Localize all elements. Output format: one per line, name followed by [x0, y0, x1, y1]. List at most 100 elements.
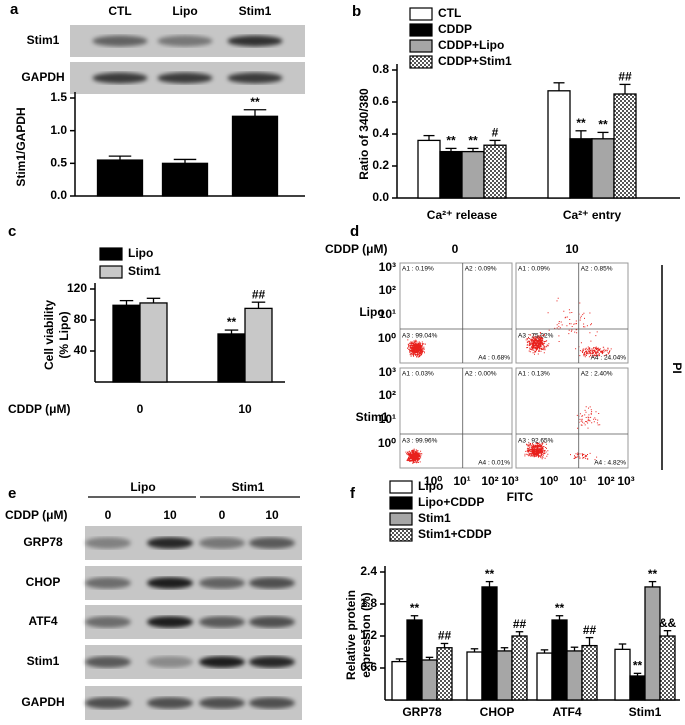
legend-label: Lipo: [128, 246, 153, 260]
band: [249, 697, 295, 709]
y-axis-label: Stim1/GAPDH: [14, 107, 28, 186]
y-tick-label: 1.0: [50, 123, 67, 137]
y-tick-label: 1.8: [360, 596, 377, 610]
y-axis-label: Ratio of 340/380: [357, 88, 371, 180]
x-tick-label: 10¹: [453, 474, 470, 488]
y-tick-label: 1.2: [360, 628, 377, 642]
annotation: **: [410, 601, 420, 615]
bar: [511, 635, 528, 701]
bar: [481, 586, 498, 701]
quadrant-label: A4 : 24.04%: [591, 355, 627, 362]
annotation: **: [648, 567, 658, 581]
quadrant-label: A2 : 2.40%: [581, 371, 613, 378]
y-tick-label: 0.0: [50, 188, 67, 202]
y-tick-label: 0.0: [372, 190, 389, 204]
x-tick-label: 10²: [597, 474, 614, 488]
panel-label: b: [352, 3, 361, 20]
annotation: **: [468, 134, 478, 148]
y-tick-label: 10³: [379, 365, 396, 379]
x-tick-label: Ca²⁺ entry: [563, 208, 622, 222]
legend-label: Lipo+CDDP: [418, 495, 484, 509]
bar: [161, 162, 209, 197]
flow-panel: [399, 367, 513, 469]
panel-label: f: [350, 485, 356, 502]
y-tick-label: 10⁰: [378, 436, 396, 450]
quadrant-label: A1 : 0.03%: [402, 371, 434, 378]
x-tick-label: Stim1: [629, 705, 662, 719]
annotation: **: [446, 134, 456, 148]
quadrant-label: A4 : 0.68%: [478, 355, 510, 362]
band: [92, 35, 148, 47]
annotation: ##: [618, 70, 632, 84]
x-tick-label: 10⁰: [540, 474, 558, 488]
quadrant-label: A4 : 4.82%: [594, 460, 626, 467]
band: [85, 616, 131, 628]
bar: [466, 651, 483, 701]
band: [147, 537, 193, 549]
dose-title: CDDP (μM): [5, 508, 67, 522]
y-tick-label: 10²: [379, 388, 396, 402]
legend-swatch: [409, 55, 433, 69]
x-axis-label: FITC: [507, 490, 534, 504]
bar: [644, 586, 661, 701]
annotation: **: [555, 601, 565, 615]
group-label: Stim1: [232, 480, 265, 494]
bar: [406, 619, 423, 701]
panel-label: c: [8, 223, 16, 240]
band: [249, 537, 295, 549]
bar: [417, 139, 441, 199]
band: [227, 72, 283, 84]
band: [199, 656, 245, 668]
band: [147, 616, 193, 628]
y-tick-label: 10¹: [379, 307, 396, 321]
row-label: Stim1: [356, 410, 389, 424]
legend-label: CDDP+Lipo: [438, 38, 504, 52]
band: [227, 35, 283, 47]
y-axis-label: Relative protein: [344, 590, 358, 680]
bar: [421, 659, 438, 701]
y-tick-label: 120: [67, 281, 87, 295]
bar: [244, 307, 273, 383]
quadrant-label: A2 : 0.09%: [465, 266, 497, 273]
row-label: CHOP: [26, 575, 61, 589]
panel-label: a: [10, 1, 19, 18]
row-label: Lipo: [359, 305, 384, 319]
y-tick-label: 0.5: [50, 156, 67, 170]
band: [85, 537, 131, 549]
legend-label: CTL: [438, 6, 461, 20]
bar: [613, 93, 637, 199]
annotation: **: [598, 118, 608, 132]
x-tick-label: 0: [137, 402, 144, 416]
band: [157, 72, 213, 84]
quadrant-label: A1 : 0.09%: [518, 266, 550, 273]
x-tick-label: ATF4: [552, 705, 581, 719]
bar: [659, 635, 676, 701]
dose-label: 10: [565, 242, 579, 256]
legend-label: Stim1+CDDP: [418, 527, 492, 541]
bar: [536, 652, 553, 701]
bar: [439, 150, 463, 199]
x-tick-label: 10³: [617, 474, 634, 488]
y-tick-label: 10⁰: [378, 331, 396, 345]
x-tick-label: 10²: [481, 474, 498, 488]
annotation: **: [485, 567, 495, 581]
y-tick-label: 10³: [379, 260, 396, 274]
legend-swatch: [409, 23, 433, 37]
dot-cloud: [524, 406, 601, 461]
band: [85, 577, 131, 589]
row-label: GAPDH: [21, 70, 64, 84]
quadrant-label: A3 : 75.02%: [518, 333, 554, 340]
annotation: ##: [513, 617, 527, 631]
bar: [591, 138, 615, 199]
bar: [112, 304, 141, 383]
band: [199, 697, 245, 709]
y-axis-label: (% Lipo): [57, 311, 71, 358]
bar: [436, 647, 453, 701]
y-tick-label: 0.6: [360, 660, 377, 674]
bar: [551, 619, 568, 701]
legend-label: CDDP+Stim1: [438, 54, 512, 68]
band: [85, 697, 131, 709]
x-tick-label: GRP78: [402, 705, 442, 719]
x-axis-label: CDDP (μM): [8, 402, 70, 416]
